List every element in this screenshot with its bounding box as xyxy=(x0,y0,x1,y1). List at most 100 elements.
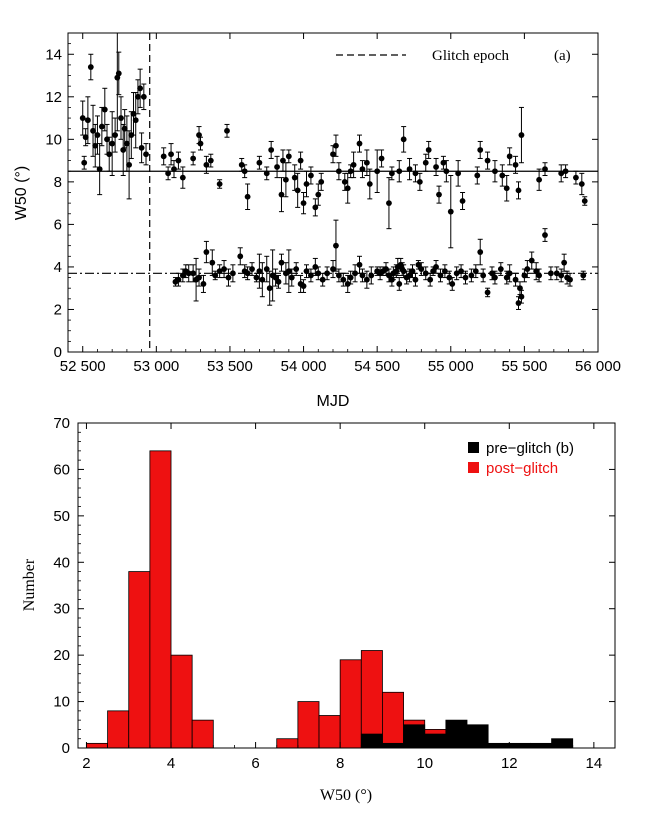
a-point-marker xyxy=(449,281,456,287)
a-point-marker xyxy=(333,242,339,249)
a-point-marker xyxy=(268,147,275,153)
a-point-marker xyxy=(98,123,105,130)
a-point-marker xyxy=(185,270,192,277)
a-ytick-label: 0 xyxy=(54,344,62,361)
a-point-marker xyxy=(462,274,469,281)
a-point-marker xyxy=(453,270,460,277)
a-data-point xyxy=(536,268,543,283)
a-data-point xyxy=(536,168,543,191)
a-ytick-label: 8 xyxy=(54,174,62,191)
a-data-point xyxy=(406,157,413,181)
a-point-marker xyxy=(578,181,585,187)
a-data-point xyxy=(518,106,525,164)
legend-pre-glitch-label: pre−glitch (b) xyxy=(486,440,574,457)
a-data-point xyxy=(168,143,174,166)
a-data-point xyxy=(542,162,548,176)
a-data-point xyxy=(293,262,300,276)
a-point-marker xyxy=(94,132,101,138)
b-bar-pre-glitch xyxy=(445,719,468,749)
a-data-point xyxy=(333,134,339,157)
a-data-point xyxy=(81,155,88,170)
a-point-marker xyxy=(558,170,565,177)
a-data-point xyxy=(272,268,279,287)
a-point-marker xyxy=(347,168,354,175)
a-data-point xyxy=(547,266,554,281)
a-point-marker xyxy=(244,193,251,200)
a-data-point xyxy=(443,160,450,183)
a-point-marker xyxy=(312,264,319,270)
a-data-point xyxy=(126,130,132,200)
a-data-point xyxy=(221,260,227,279)
a-data-point xyxy=(79,100,86,136)
a-point-marker xyxy=(200,281,207,287)
a-point-marker xyxy=(536,272,543,279)
a-data-point xyxy=(207,153,214,168)
a-data-point xyxy=(288,268,295,287)
a-point-marker xyxy=(363,159,370,166)
b-ytick-label: 0 xyxy=(62,740,70,757)
a-data-point xyxy=(341,172,348,191)
a-data-point xyxy=(190,151,197,166)
a-data-point xyxy=(190,264,197,283)
a-point-marker xyxy=(518,132,525,138)
a-point-marker xyxy=(542,166,548,173)
a-data-point xyxy=(280,149,286,172)
a-data-point xyxy=(98,106,105,147)
legend-post-glitch-swatch xyxy=(468,462,479,473)
a-point-marker xyxy=(207,157,214,164)
a-xtick-label: 52 500 xyxy=(60,358,106,375)
a-point-marker xyxy=(109,140,116,147)
a-data-point xyxy=(374,149,381,193)
a-point-marker xyxy=(244,270,251,277)
a-data-point xyxy=(216,179,223,189)
a-ytick-label: 10 xyxy=(45,131,62,148)
a-ytick-label: 14 xyxy=(45,46,62,63)
a-data-point xyxy=(118,96,124,140)
a-point-marker xyxy=(308,172,314,179)
a-point-marker xyxy=(506,270,513,277)
a-point-marker xyxy=(499,172,506,179)
a-point-marker xyxy=(209,259,216,266)
a-data-point xyxy=(294,172,301,208)
a-point-marker xyxy=(409,268,416,275)
a-data-point xyxy=(499,164,506,187)
a-data-point xyxy=(203,240,210,264)
a-point-marker xyxy=(518,293,525,300)
a-data-point xyxy=(425,140,432,159)
a-point-marker xyxy=(558,272,565,279)
a-data-point xyxy=(263,255,270,283)
a-point-marker xyxy=(203,161,210,168)
b-ytick-label: 50 xyxy=(53,508,70,525)
a-data-point xyxy=(140,83,147,111)
a-data-point xyxy=(533,262,540,281)
b-bar-post-glitch xyxy=(382,691,404,749)
a-point-marker xyxy=(521,272,528,279)
a-point-marker xyxy=(422,159,429,166)
a-data-point xyxy=(92,123,99,168)
b-bar-pre-glitch xyxy=(487,742,510,749)
a-data-point xyxy=(558,268,565,283)
a-data-point xyxy=(506,147,513,166)
a-point-marker xyxy=(484,289,491,296)
a-point-marker xyxy=(300,200,307,207)
a-point-marker xyxy=(430,268,437,275)
a-point-marker xyxy=(359,166,366,173)
a-data-point xyxy=(573,170,579,185)
panel-b-xlabel: W50 (°) xyxy=(320,787,372,804)
a-point-marker xyxy=(140,93,147,100)
a-data-point xyxy=(528,251,535,270)
a-data-point xyxy=(87,53,94,81)
a-point-marker xyxy=(308,272,314,279)
a-point-marker xyxy=(547,270,554,277)
b-bar-post-glitch xyxy=(170,654,193,749)
a-data-point xyxy=(578,172,585,196)
a-data-point xyxy=(216,264,223,279)
a-xtick-label: 53 000 xyxy=(133,358,179,375)
a-point-marker xyxy=(203,249,210,255)
a-data-point xyxy=(562,164,569,179)
a-data-point xyxy=(300,279,307,293)
a-point-marker xyxy=(368,272,375,279)
a-data-point xyxy=(474,166,481,185)
a-data-point xyxy=(256,155,263,170)
a-point-marker xyxy=(121,125,128,132)
